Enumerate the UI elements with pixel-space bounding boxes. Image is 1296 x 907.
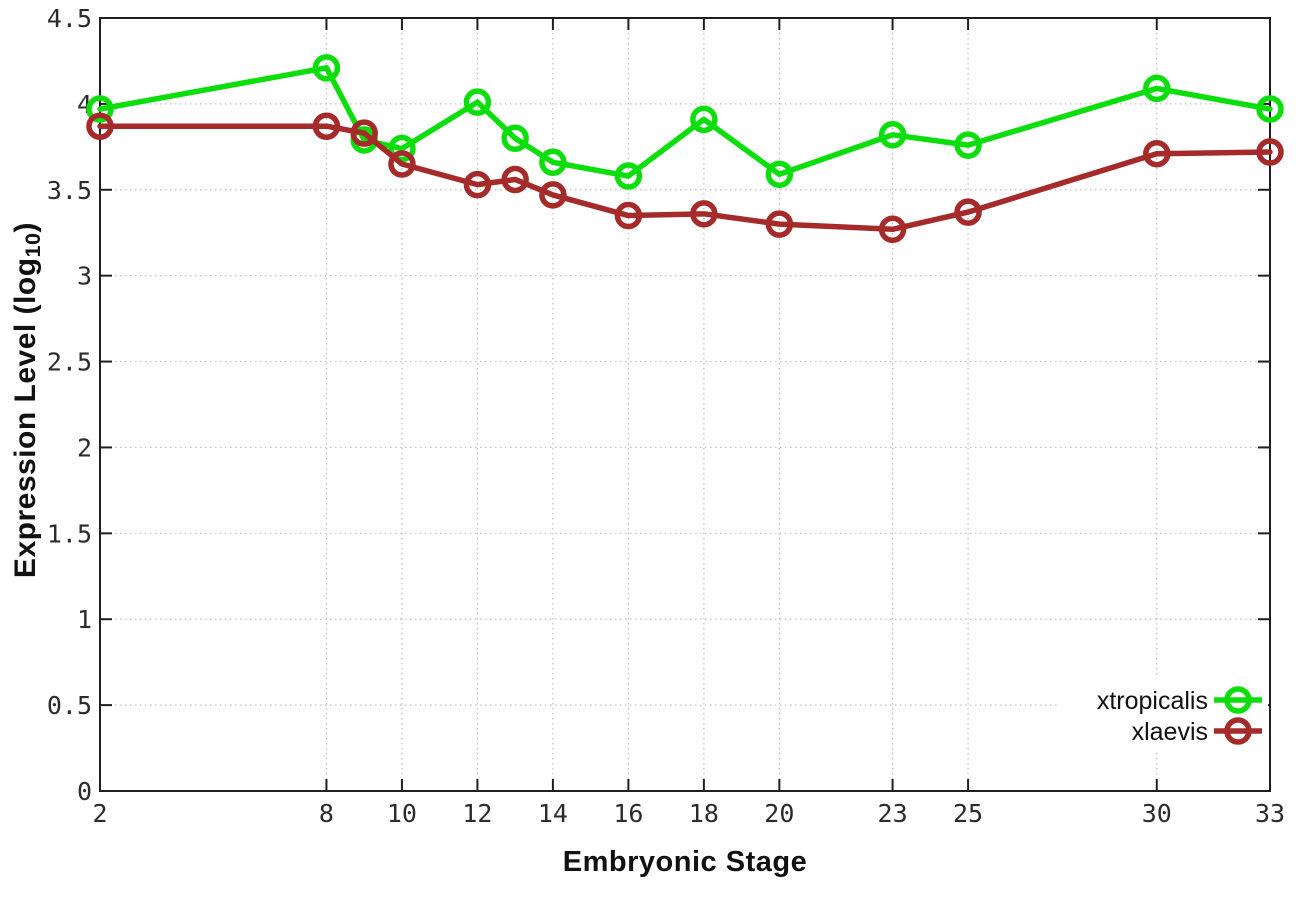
data-point-xlaevis <box>765 210 794 238</box>
data-point-xlaevis <box>350 119 378 147</box>
data-point-xlaevis <box>388 150 416 178</box>
data-point-xtropicalis <box>954 131 982 159</box>
y-tick-label: 1.5 <box>47 519 92 548</box>
y-axis-title-subscript: 10 <box>20 232 46 258</box>
data-point-xlaevis <box>312 112 341 140</box>
data-point-xlaevis <box>614 201 643 230</box>
x-tick-label: 2 <box>92 799 107 828</box>
data-point-xtropicalis <box>312 54 341 82</box>
data-point-xtropicalis <box>1143 74 1171 103</box>
legend-label-xtropicalis: xtropicalis <box>1097 687 1208 715</box>
x-tick-label: 20 <box>764 799 794 828</box>
x-tick-label: 18 <box>689 799 719 828</box>
data-point-xtropicalis <box>463 88 492 116</box>
legend-label-xlaevis: xlaevis <box>1132 718 1208 746</box>
data-point-xtropicalis <box>765 160 794 189</box>
data-point-xlaevis <box>690 200 718 228</box>
y-tick-label: 4.5 <box>47 4 92 33</box>
y-tick-label: 2.5 <box>47 348 92 377</box>
x-tick-label: 16 <box>613 799 643 828</box>
y-tick-label: 0 <box>77 777 92 806</box>
x-tick-label: 8 <box>319 799 334 828</box>
y-tick-label: 3.5 <box>47 176 92 205</box>
x-tick-label: 14 <box>538 799 568 828</box>
y-tick-label: 1 <box>77 605 92 634</box>
series-line-xlaevis <box>97 123 1273 233</box>
data-point-xlaevis <box>878 215 907 244</box>
y-tick-label: 0.5 <box>47 691 92 720</box>
x-tick-label: 25 <box>953 799 983 828</box>
data-point-xlaevis <box>1256 138 1284 166</box>
y-tick-label: 3 <box>77 262 92 291</box>
legend-sample-marker-xlaevis <box>1224 717 1252 745</box>
data-point-xtropicalis <box>388 134 416 163</box>
data-point-xlaevis <box>1143 139 1171 168</box>
data-point-xlaevis <box>86 112 114 140</box>
series-line-xtropicalis <box>97 65 1273 179</box>
data-point-xtropicalis <box>501 124 529 152</box>
data-point-xtropicalis <box>1256 95 1284 123</box>
x-tick-label: 23 <box>878 799 908 828</box>
y-axis-title: Expression Level (log10) <box>9 221 46 579</box>
x-tick-label: 10 <box>387 799 417 828</box>
data-point-xtropicalis <box>878 121 907 149</box>
data-point-xtropicalis <box>86 95 114 123</box>
y-axis-title-close: ) <box>9 221 42 233</box>
legend-sample-marker-xtropicalis <box>1224 686 1252 714</box>
data-point-xtropicalis <box>614 162 643 190</box>
data-point-xlaevis <box>463 170 492 199</box>
data-point-xtropicalis <box>539 148 567 177</box>
data-point-xlaevis <box>501 165 529 194</box>
x-tick-label: 33 <box>1255 799 1285 828</box>
y-axis-title-main: Expression Level (log <box>9 257 42 579</box>
data-point-xlaevis <box>539 181 567 209</box>
data-point-xlaevis <box>954 198 982 226</box>
plot-border <box>99 17 1271 792</box>
x-axis-title: Embryonic Stage <box>562 846 808 878</box>
data-point-xtropicalis <box>690 105 718 134</box>
x-tick-label: 30 <box>1142 799 1172 828</box>
y-tick-label: 2 <box>77 433 92 462</box>
x-tick-label: 12 <box>462 799 492 828</box>
